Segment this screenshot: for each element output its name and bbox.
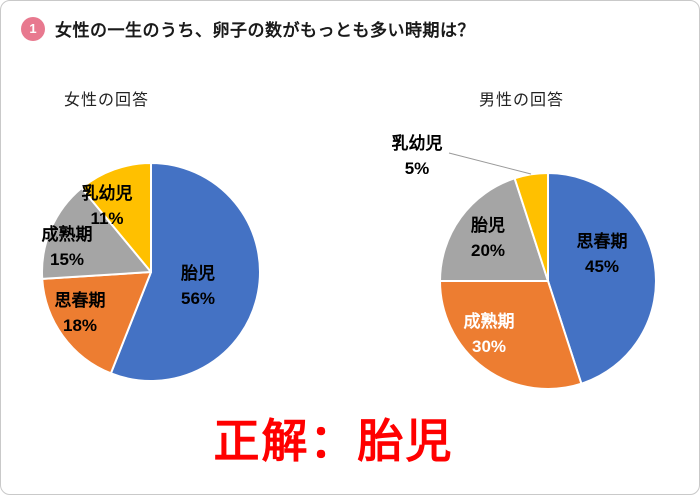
pie-slice (109, 162, 261, 382)
slice-label: 思春期 18% (55, 290, 106, 335)
pie-slice (41, 271, 152, 375)
question-header: 1 女性の一生のうち、卵子の数がもっとも多い時期は？ (21, 16, 475, 41)
slice-label: 乳幼児 5% (392, 133, 443, 178)
slice-label: 胎児 20% (471, 215, 505, 260)
slice-label: 思春期 45% (577, 231, 628, 276)
pie-chart-1: 思春期 45% 成熟期 30% 胎児 20% 乳幼児 5% (392, 133, 657, 390)
slice-label: 乳幼児 11% (82, 183, 133, 228)
pie-slice (439, 177, 549, 282)
leader-line (448, 152, 532, 175)
pie-slice (41, 187, 152, 280)
right-chart-title: 男性の回答 (479, 92, 565, 109)
answer-text: 正解：胎児 (213, 416, 454, 467)
question-number-badge: 1 (21, 16, 45, 41)
pie-slice (439, 280, 583, 390)
pie-slice (80, 162, 152, 273)
pie-chart-0: 胎児 56% 思春期 18% 成熟期 15%乳幼児 11% (41, 162, 261, 382)
slice-label: 成熟期 15% (42, 224, 93, 269)
slice-label: 成熟期 30% (464, 311, 515, 356)
pie-slice (513, 172, 549, 282)
left-chart-title: 女性の回答 (64, 92, 150, 109)
slice-label: 胎児 56% (181, 263, 215, 308)
question-text: 女性の一生のうち、卵子の数がもっとも多い時期は？ (55, 21, 475, 40)
pie-slice (547, 172, 657, 385)
